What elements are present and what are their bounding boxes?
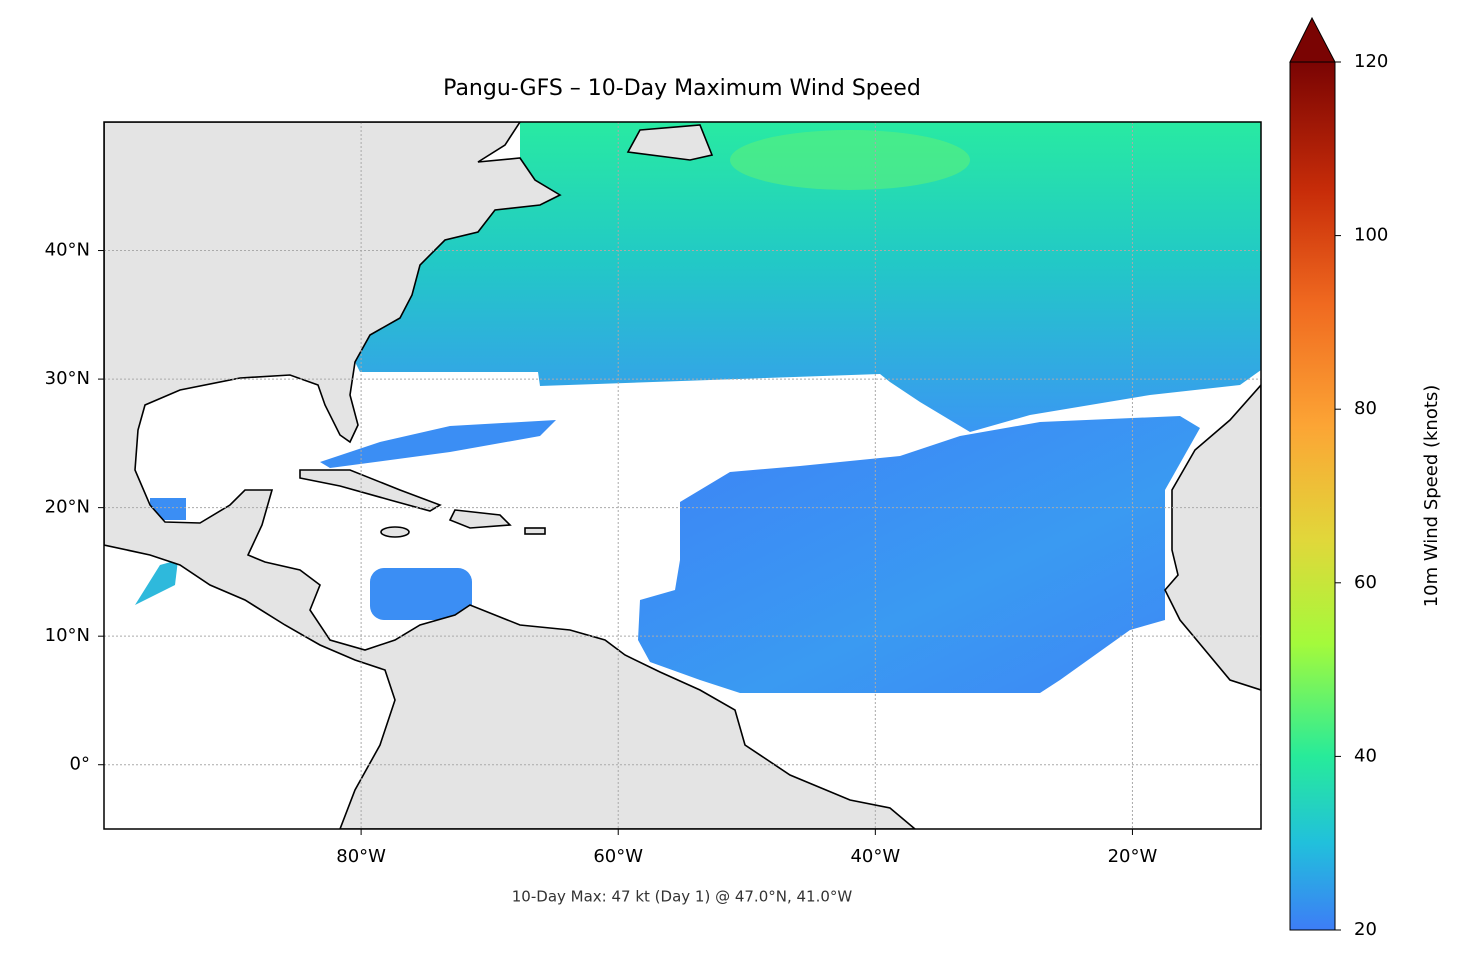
wind-field-caribbean — [370, 568, 472, 620]
y-tick-label: 20°N — [45, 497, 90, 518]
colorbar-tick-label: 60 — [1354, 572, 1377, 593]
x-tick-label: 60°W — [593, 846, 643, 867]
annotation: 10-Day Max: 47 kt (Day 1) @ 47.0°N, 41.0… — [512, 888, 853, 906]
y-tick-label: 30°N — [45, 368, 90, 389]
colorbar-tick-label: 40 — [1354, 745, 1377, 766]
colorbar-tick-label: 100 — [1354, 225, 1388, 246]
jamaica — [380, 526, 410, 538]
wind-field-south — [638, 416, 1200, 693]
wind-field-gulf — [320, 420, 556, 468]
x-tick-label: 40°W — [850, 846, 900, 867]
wind-maximum — [730, 130, 970, 190]
axes: 80°W 60°W 40°W 20°W 0° 10°N 20°N 30°N 40°N — [45, 122, 1261, 867]
x-tick-label: 80°W — [336, 846, 386, 867]
cuba — [299, 469, 442, 512]
africa — [1164, 383, 1261, 691]
wind-field-north — [355, 122, 1261, 432]
colorbar-extend — [1289, 16, 1336, 63]
colorbar — [1289, 61, 1336, 931]
x-tick-label: 20°W — [1108, 846, 1158, 867]
map — [104, 122, 1261, 829]
chart-title: Pangu-GFS – 10-Day Maximum Wind Speed — [443, 76, 921, 101]
colorbar-tick-label: 80 — [1354, 398, 1377, 419]
y-tick-label: 0° — [70, 754, 90, 775]
plot-frame — [103, 121, 1262, 830]
y-tick-label: 10°N — [45, 625, 90, 646]
newfoundland — [626, 124, 714, 161]
colorbar-label: 10m Wind Speed (knots) — [1421, 385, 1442, 608]
americas — [104, 122, 917, 829]
hispaniola — [448, 509, 512, 529]
colorbar-tick-label: 120 — [1354, 51, 1388, 72]
wind-field-pacific — [135, 560, 178, 605]
y-tick-label: 40°N — [45, 240, 90, 261]
colorbar-tick-label: 20 — [1354, 919, 1377, 940]
puerto-rico — [524, 527, 546, 535]
